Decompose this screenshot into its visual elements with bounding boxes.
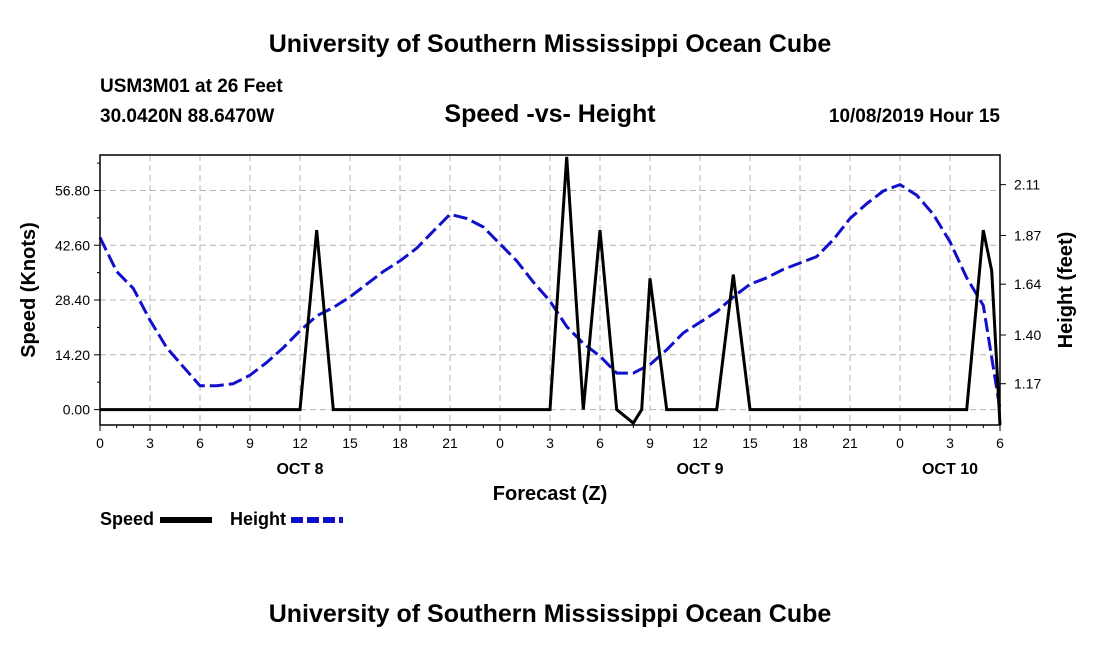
x-tick-label: 12 xyxy=(292,435,308,451)
x-tick-label: 6 xyxy=(196,435,204,451)
y-tick-label: 28.40 xyxy=(55,292,90,308)
x-tick-label: 12 xyxy=(692,435,708,451)
y-tick-label: 0.00 xyxy=(63,402,90,418)
date-label: OCT 9 xyxy=(676,461,723,478)
axis-ticks: 0 3 6 9 12 15 18 21 0 3 6 9 12 15 18 21 0 3 6 OCT 8 OCT 9 OCT… xyxy=(55,162,1041,478)
y2-tick-label: 1.64 xyxy=(1014,276,1041,292)
height-series xyxy=(98,183,1002,410)
y2-axis-label: Height (feet) xyxy=(1055,232,1077,349)
x-tick-label: 9 xyxy=(246,435,254,451)
x-tick-label: 0 xyxy=(896,435,904,451)
date-label: OCT 10 xyxy=(922,461,978,478)
y-tick-label: 56.80 xyxy=(55,182,90,198)
y2-tick-label: 1.87 xyxy=(1014,227,1041,243)
x-tick-label: 21 xyxy=(442,435,458,451)
speed-line xyxy=(100,156,1002,426)
page-title: University of Southern Mississippi Ocean… xyxy=(268,30,832,58)
speed-series xyxy=(100,156,1002,426)
footer-title: University of Southern Mississippi Ocean… xyxy=(268,600,832,628)
height-line xyxy=(98,183,1002,410)
x-tick-label: 21 xyxy=(842,435,858,451)
x-tick-label: 15 xyxy=(742,435,758,451)
y2-tick-label: 1.17 xyxy=(1014,376,1041,392)
legend-height-label: Height xyxy=(230,509,286,529)
y2-tick-label: 1.40 xyxy=(1014,327,1041,343)
legend: Speed Height xyxy=(100,509,343,529)
x-tick-label: 9 xyxy=(646,435,654,451)
coordinates-label: 30.0420N 88.6470W xyxy=(100,106,275,127)
y2-tick-label: 2.11 xyxy=(1014,177,1040,193)
x-tick-label: 18 xyxy=(392,435,408,451)
legend-speed-label: Speed xyxy=(100,509,154,529)
y-axis-label: Speed (Knots) xyxy=(18,222,40,358)
x-tick-label: 15 xyxy=(342,435,358,451)
date-label: OCT 8 xyxy=(276,461,323,478)
x-tick-label: 3 xyxy=(546,435,554,451)
station-label: USM3M01 at 26 Feet xyxy=(100,76,283,97)
y-tick-label: 42.60 xyxy=(55,237,90,253)
x-tick-label: 6 xyxy=(996,435,1004,451)
chart-title: Speed -vs- Height xyxy=(444,100,656,128)
x-axis-label: Forecast (Z) xyxy=(493,483,607,505)
x-tick-label: 6 xyxy=(596,435,604,451)
x-tick-label: 0 xyxy=(96,435,104,451)
y-tick-label: 14.20 xyxy=(55,347,90,363)
x-tick-label: 3 xyxy=(946,435,954,451)
forecast-datetime: 10/08/2019 Hour 15 xyxy=(828,106,1000,127)
x-tick-label: 0 xyxy=(496,435,504,451)
x-tick-label: 3 xyxy=(146,435,154,451)
x-tick-label: 18 xyxy=(792,435,808,451)
